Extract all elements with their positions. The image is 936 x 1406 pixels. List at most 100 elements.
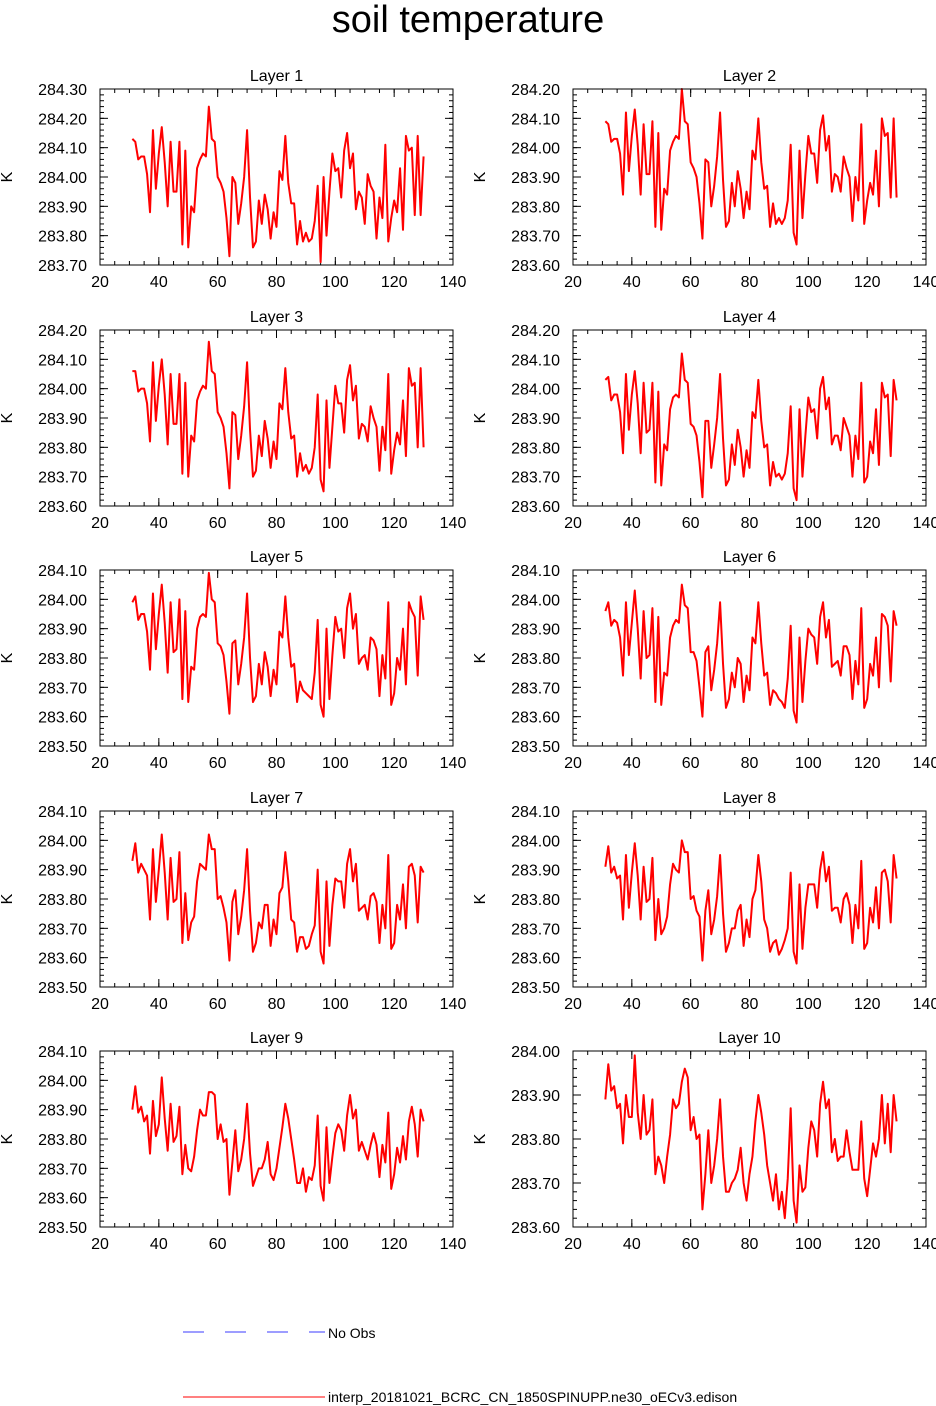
x-tick-label: 20 [564,515,582,532]
x-tick-label: 40 [150,755,168,772]
y-tick-label: 283.60 [38,499,87,516]
data-series-line [131,105,425,264]
plot-area: Layer 1 K 20 40 60 80 100 120 140 283.70 283.80 283… [0,68,466,291]
data-series-line [604,351,898,501]
layer-9-chart: Layer 9 K 20 40 60 80 100 120 140 283.50 283.60 283… [0,1030,466,1253]
x-tick-label: 120 [381,515,408,532]
plot-frame [572,329,927,506]
x-tick-label: 20 [564,996,582,1013]
plot-area: Layer 6 K 20 40 60 80 100 120 140 283.50 283.60 283… [472,549,936,772]
x-tick-label: 80 [268,1236,286,1253]
y-tick-label: 283.70 [38,680,87,697]
data-series-line [604,838,898,965]
y-tick-label: 284.10 [38,563,87,580]
x-tick-label: 120 [854,1236,881,1253]
y-tick-label: 283.50 [38,1220,87,1237]
y-tick-label: 284.20 [511,82,560,99]
x-tick-label: 80 [741,274,759,291]
plot-area: Layer 9 K 20 40 60 80 100 120 140 283.50 283.60 283… [0,1030,466,1253]
plot-frame [99,569,454,747]
chart-main-title: soil temperature [331,0,605,41]
plot-frame [99,1050,454,1228]
x-tick-label: 140 [440,1236,467,1253]
y-tick-label: 283.80 [38,651,87,668]
x-tick-label: 140 [913,996,936,1013]
y-tick-label: 283.50 [511,739,560,756]
x-tick-label: 120 [381,274,408,291]
x-tick-label: 140 [440,274,467,291]
plot-area: Layer 2 K 20 40 60 80 100 120 140 283.60 283.70 283… [472,68,936,291]
plot-frame [572,1050,927,1228]
y-tick-label: 284.00 [511,141,560,158]
y-tick-label: 284.00 [38,1073,87,1090]
plot-area: Layer 8 K 20 40 60 80 100 120 140 283.50 283.60 283… [472,790,936,1013]
y-tick-label: 284.10 [511,352,560,369]
layer-4-chart: Layer 4 K 20 40 60 80 100 120 140 283.60 283.70 283… [472,309,936,532]
x-tick-label: 40 [150,996,168,1013]
y-axis-label: K [0,652,16,663]
y-tick-label: 284.00 [511,833,560,850]
y-axis-label: K [472,412,489,423]
y-tick-label: 283.90 [511,170,560,187]
data-series-line [604,583,898,724]
y-tick-label: 283.70 [38,469,87,486]
y-tick-label: 283.70 [511,680,560,697]
y-tick-label: 283.80 [511,440,560,457]
panel-title: Layer 5 [250,549,303,566]
plot-frame [572,810,927,987]
x-tick-label: 60 [209,996,227,1013]
x-tick-label: 80 [268,515,286,532]
x-tick-label: 40 [623,515,641,532]
y-tick-label: 283.90 [38,862,87,879]
plot-frame [572,88,927,266]
x-tick-label: 100 [322,515,349,532]
plot-frame [572,569,927,747]
y-tick-label: 283.80 [38,440,87,457]
y-tick-label: 283.70 [38,258,87,275]
panel-title: Layer 3 [250,309,303,326]
layer-6-chart: Layer 6 K 20 40 60 80 100 120 140 283.50 283.60 283… [472,549,936,772]
x-tick-label: 40 [150,274,168,291]
panel-title: Layer 6 [723,549,776,566]
x-tick-label: 140 [913,515,936,532]
y-tick-label: 284.10 [38,141,87,158]
y-tick-label: 283.60 [38,710,87,727]
y-tick-label: 283.60 [38,1191,87,1208]
panel-title: Layer 10 [718,1030,780,1047]
y-tick-label: 283.90 [511,862,560,879]
x-tick-label: 60 [682,1236,700,1253]
x-tick-label: 100 [795,1236,822,1253]
x-tick-label: 100 [322,274,349,291]
x-tick-label: 80 [741,1236,759,1253]
x-tick-label: 100 [322,1236,349,1253]
x-tick-label: 80 [268,274,286,291]
y-axis-label: K [472,1133,489,1144]
x-tick-label: 100 [322,755,349,772]
x-tick-label: 140 [440,755,467,772]
data-series-line [131,1076,425,1202]
y-tick-label: 283.90 [511,622,560,639]
x-tick-label: 100 [795,996,822,1013]
y-tick-label: 284.00 [511,381,560,398]
x-tick-label: 100 [322,996,349,1013]
x-tick-label: 120 [854,515,881,532]
y-axis-label: K [472,652,489,663]
x-tick-label: 40 [150,1236,168,1253]
layer-8-chart: Layer 8 K 20 40 60 80 100 120 140 283.50 283.60 283… [472,790,936,1013]
y-tick-label: 283.70 [511,229,560,246]
layer-3-chart: Layer 3 K 20 40 60 80 100 120 140 283.60 283.70 283… [0,309,466,532]
x-tick-label: 100 [795,515,822,532]
data-series-line [604,1054,898,1224]
x-tick-label: 120 [854,274,881,291]
x-tick-label: 60 [682,274,700,291]
y-tick-label: 283.90 [38,1103,87,1120]
layer-10-chart: Layer 10 K 20 40 60 80 100 120 140 283.60 283.70 28… [472,1030,936,1253]
data-series-line [604,88,898,246]
y-tick-label: 283.80 [38,892,87,909]
y-tick-label: 284.20 [511,323,560,340]
panel-title: Layer 4 [723,309,776,326]
y-tick-label: 284.00 [38,170,87,187]
x-tick-label: 140 [440,996,467,1013]
layer-2-chart: Layer 2 K 20 40 60 80 100 120 140 283.60 283.70 283… [472,68,936,291]
x-tick-label: 20 [91,755,109,772]
